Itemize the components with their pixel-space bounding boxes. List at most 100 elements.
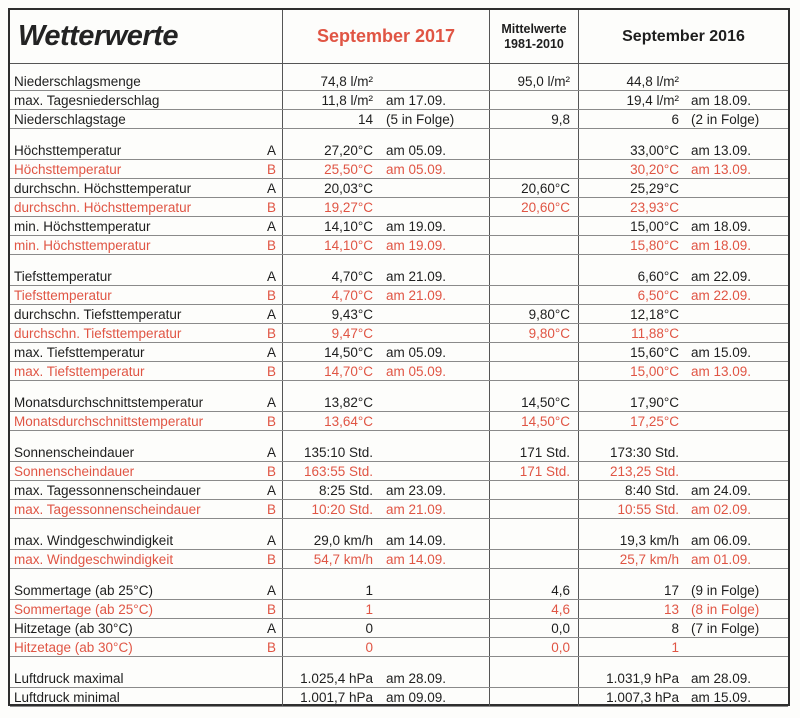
september-2016-cell: 1 bbox=[579, 638, 788, 656]
table-title-cell: Wetterwerte bbox=[10, 10, 283, 63]
value-mittelwerte: 9,8 bbox=[551, 112, 570, 127]
value-2016: 1.031,9 hPa bbox=[606, 671, 679, 686]
table-row: max. Tagessonnenscheindauer B 10:20 Std.… bbox=[10, 500, 788, 519]
date-2016: am 15.09. bbox=[691, 690, 752, 705]
september-2017-cell: 27,20°C am 05.09. bbox=[283, 141, 490, 159]
metric-label: max. Tagessonnenscheindauer bbox=[14, 502, 201, 517]
value-2016: 15,00°C bbox=[630, 364, 679, 379]
label-cell: Tiefsttemperatur A bbox=[10, 267, 283, 285]
mittelwerte-cell bbox=[490, 531, 579, 549]
separator-cell bbox=[490, 129, 579, 141]
september-2017-cell: 9,43°C bbox=[283, 305, 490, 323]
metric-label: Monatsdurchschnittstemperatur bbox=[14, 395, 204, 410]
september-2016-cell: 25,7 km/h am 01.09. bbox=[579, 550, 788, 568]
table-row: Sonnenscheindauer A 135:10 Std. 171 Std.… bbox=[10, 443, 788, 462]
separator-cell bbox=[10, 657, 283, 669]
value-2016: 6,50°C bbox=[637, 288, 679, 303]
value-2017: 1.025,4 hPa bbox=[300, 671, 373, 686]
mittelwerte-cell bbox=[490, 286, 579, 304]
metric-label: Monatsdurchschnittstemperatur bbox=[14, 414, 204, 429]
september-2017-cell: 163:55 Std. bbox=[283, 462, 490, 480]
september-2016-cell: 1.007,3 hPa am 15.09. bbox=[579, 688, 788, 706]
separator-cell bbox=[10, 519, 283, 531]
value-mittelwerte: 0,0 bbox=[551, 640, 570, 655]
mittelwerte-cell: 14,50°C bbox=[490, 393, 579, 411]
mittelwerte-cell bbox=[490, 688, 579, 706]
value-mittelwerte: 14,50°C bbox=[521, 414, 570, 429]
separator-row bbox=[10, 64, 788, 72]
ab-indicator: B bbox=[266, 640, 276, 655]
date-2017: am 21.09. bbox=[386, 288, 447, 303]
table-row: max. Windgeschwindigkeit A 29,0 km/h am … bbox=[10, 531, 788, 550]
value-2017: 14,70°C bbox=[324, 364, 373, 379]
mittelwerte-line2: 1981-2010 bbox=[504, 36, 564, 51]
ab-indicator: A bbox=[266, 395, 276, 410]
separator-row bbox=[10, 519, 788, 531]
value-2016: 10:55 Std. bbox=[617, 502, 679, 517]
metric-label: Tiefsttemperatur bbox=[14, 288, 112, 303]
september-2016-cell: 19,4 l/m² am 18.09. bbox=[579, 91, 788, 109]
table-row: Sommertage (ab 25°C) B 1 4,6 13 (8 in Fo… bbox=[10, 600, 788, 619]
value-2016: 17,25°C bbox=[630, 414, 679, 429]
weather-table: Wetterwerte September 2017 Mittelwerte 19… bbox=[8, 8, 790, 707]
value-2016: 19,4 l/m² bbox=[626, 93, 679, 108]
separator-cell bbox=[579, 129, 788, 141]
ab-indicator: B bbox=[266, 552, 276, 567]
ab-indicator: B bbox=[266, 200, 276, 215]
september-2016-cell: 13 (8 in Folge) bbox=[579, 600, 788, 618]
september-2017-cell: 29,0 km/h am 14.09. bbox=[283, 531, 490, 549]
ab-indicator: A bbox=[266, 345, 276, 360]
separator-cell bbox=[283, 519, 490, 531]
separator-cell bbox=[283, 569, 490, 581]
mittelwerte-cell bbox=[490, 669, 579, 687]
value-2017: 0 bbox=[365, 621, 373, 636]
value-2016: 173:30 Std. bbox=[609, 445, 679, 460]
date-2016: am 13.09. bbox=[691, 162, 752, 177]
ab-indicator: A bbox=[266, 533, 276, 548]
date-2016: am 28.09. bbox=[691, 671, 752, 686]
mittelwerte-cell bbox=[490, 236, 579, 254]
september-2016-cell: 11,88°C bbox=[579, 324, 788, 342]
value-2017: 11,8 l/m² bbox=[321, 93, 373, 108]
separator-cell bbox=[283, 64, 490, 72]
metric-label: Höchsttemperatur bbox=[14, 162, 122, 177]
label-cell: max. Windgeschwindigkeit A bbox=[10, 531, 283, 549]
label-cell: durchschn. Tiefsttemperatur A bbox=[10, 305, 283, 323]
table-row: max. Tiefsttemperatur B 14,70°C am 05.09… bbox=[10, 362, 788, 381]
date-2016: am 24.09. bbox=[691, 483, 752, 498]
label-cell: max. Tagesniederschlag bbox=[10, 91, 283, 109]
separator-cell bbox=[490, 431, 579, 443]
value-2017: 20,03°C bbox=[324, 181, 373, 196]
date-2017: am 28.09. bbox=[386, 671, 447, 686]
metric-label: max. Tiefsttemperatur bbox=[14, 364, 145, 379]
metric-label: Niederschlagstage bbox=[14, 112, 126, 127]
value-mittelwerte: 4,6 bbox=[551, 583, 570, 598]
september-2017-cell: 4,70°C am 21.09. bbox=[283, 267, 490, 285]
mittelwerte-cell: 4,6 bbox=[490, 581, 579, 599]
value-2017: 135:10 Std. bbox=[303, 445, 373, 460]
september-2016-cell: 17,90°C bbox=[579, 393, 788, 411]
value-2016: 213,25 Std. bbox=[609, 464, 679, 479]
date-2017: am 05.09. bbox=[386, 345, 447, 360]
date-2016: (8 in Folge) bbox=[691, 602, 760, 617]
table-row: Luftdruck minimal 1.001,7 hPa am 09.09. … bbox=[10, 688, 788, 707]
ab-indicator: B bbox=[266, 414, 276, 429]
label-cell: Monatsdurchschnittstemperatur B bbox=[10, 412, 283, 430]
date-2016: am 18.09. bbox=[691, 219, 752, 234]
september-2017-cell: 54,7 km/h am 14.09. bbox=[283, 550, 490, 568]
label-cell: Sonnenscheindauer B bbox=[10, 462, 283, 480]
value-mittelwerte: 9,80°C bbox=[528, 307, 570, 322]
separator-cell bbox=[490, 64, 579, 72]
value-2016: 25,7 km/h bbox=[619, 552, 679, 567]
separator-cell bbox=[10, 129, 283, 141]
value-2017: 19,27°C bbox=[324, 200, 373, 215]
date-2017: am 05.09. bbox=[386, 143, 447, 158]
value-2017: 14,10°C bbox=[324, 219, 373, 234]
metric-label: durchschn. Tiefsttemperatur bbox=[14, 307, 182, 322]
september-2017-cell: 10:20 Std. am 21.09. bbox=[283, 500, 490, 518]
mittelwerte-line1: Mittelwerte bbox=[501, 22, 567, 37]
separator-cell bbox=[579, 431, 788, 443]
september-2017-cell: 1.001,7 hPa am 09.09. bbox=[283, 688, 490, 706]
table-row: Hitzetage (ab 30°C) B 0 0,0 1 bbox=[10, 638, 788, 657]
september-2017-cell: 0 bbox=[283, 638, 490, 656]
